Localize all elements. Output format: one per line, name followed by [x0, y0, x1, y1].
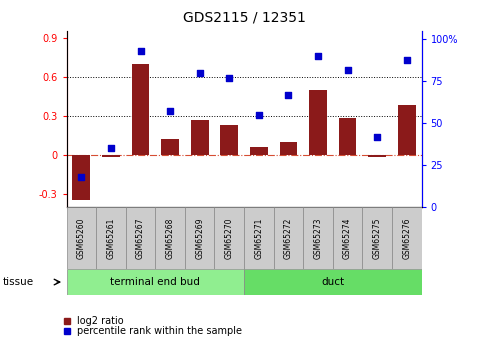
Bar — [398, 105, 416, 155]
Point — [225, 75, 233, 81]
Text: percentile rank within the sample: percentile rank within the sample — [77, 326, 243, 336]
Text: tissue: tissue — [2, 277, 34, 287]
Point — [284, 92, 292, 98]
Point — [166, 109, 174, 114]
Point — [77, 174, 85, 180]
Point — [137, 48, 144, 54]
Text: GSM65275: GSM65275 — [373, 217, 382, 259]
Bar — [161, 139, 179, 155]
Bar — [368, 155, 386, 157]
Bar — [214, 207, 244, 269]
Bar — [362, 207, 392, 269]
Point — [314, 53, 322, 59]
Point — [373, 134, 381, 139]
Bar — [303, 207, 333, 269]
Bar — [72, 155, 90, 200]
Bar — [280, 142, 297, 155]
Text: GDS2115 / 12351: GDS2115 / 12351 — [182, 10, 306, 24]
Text: GSM65274: GSM65274 — [343, 217, 352, 259]
Text: terminal end bud: terminal end bud — [110, 277, 200, 287]
Bar — [102, 155, 120, 157]
Bar — [155, 207, 185, 269]
Point — [255, 112, 263, 118]
Bar — [333, 207, 362, 269]
Text: log2 ratio: log2 ratio — [77, 316, 124, 326]
Point — [107, 146, 115, 151]
Bar — [244, 269, 422, 295]
Text: GSM65272: GSM65272 — [284, 217, 293, 259]
Point — [196, 70, 204, 76]
Bar — [191, 120, 209, 155]
Bar — [339, 118, 356, 155]
Point — [403, 57, 411, 62]
Text: GSM65271: GSM65271 — [254, 217, 263, 259]
Text: GSM65276: GSM65276 — [402, 217, 411, 259]
Bar — [309, 90, 327, 155]
Text: GSM65267: GSM65267 — [136, 217, 145, 259]
Bar — [96, 207, 126, 269]
Bar — [67, 207, 96, 269]
Bar — [185, 207, 214, 269]
Text: GSM65269: GSM65269 — [195, 217, 204, 259]
Bar — [244, 207, 274, 269]
Bar — [132, 63, 149, 155]
Text: GSM65260: GSM65260 — [77, 217, 86, 259]
Text: duct: duct — [321, 277, 344, 287]
Bar — [274, 207, 303, 269]
Bar — [67, 269, 244, 295]
Bar — [220, 125, 238, 155]
Bar — [392, 207, 422, 269]
Text: GSM65261: GSM65261 — [106, 217, 115, 259]
Bar — [250, 147, 268, 155]
Text: GSM65270: GSM65270 — [225, 217, 234, 259]
Bar — [126, 207, 155, 269]
Text: GSM65273: GSM65273 — [314, 217, 322, 259]
Text: GSM65268: GSM65268 — [166, 217, 175, 259]
Point — [344, 67, 352, 72]
